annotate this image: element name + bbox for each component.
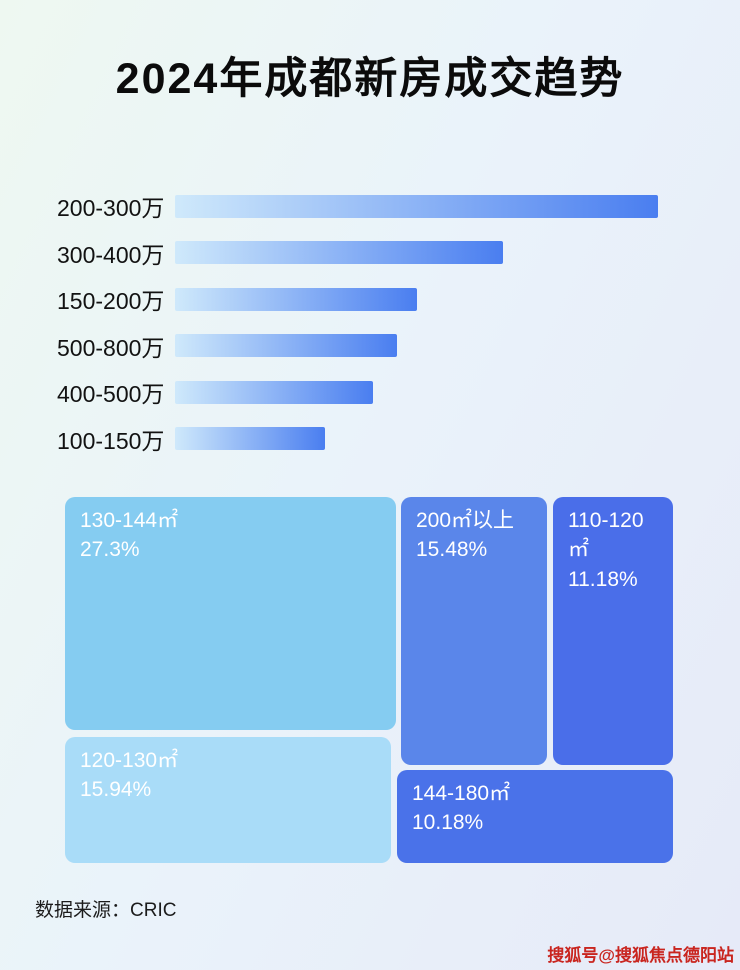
block-pct: 11.18% xyxy=(568,567,638,591)
bar-track xyxy=(175,380,658,404)
bar-row: 150-200万 xyxy=(0,276,740,323)
bar-300-400 xyxy=(175,241,504,265)
block-pct: 15.94% xyxy=(80,778,152,802)
bar-row: 200-300万 xyxy=(0,183,740,230)
bar-row: 300-400万 xyxy=(0,230,740,277)
watermark-label: 搜狐号@搜狐焦点德阳站 xyxy=(547,946,734,965)
data-source-label: 数据来源：CRIC xyxy=(35,900,177,921)
treemap-block-110-120: 110-120㎡ 11.18% xyxy=(553,497,673,765)
block-pct: 27.3% xyxy=(80,538,140,562)
bar-category-label: 500-800万 xyxy=(57,334,165,361)
bar-500-800 xyxy=(175,334,398,358)
bar-category-label: 200-300万 xyxy=(57,195,165,222)
treemap-block-120-130: 120-130㎡ 15.94% xyxy=(65,737,391,863)
block-label: 120-130㎡ xyxy=(80,749,179,772)
block-pct: 15.48% xyxy=(416,538,488,562)
block-label: 200㎡以上 xyxy=(416,509,515,532)
bar-category-label: 300-400万 xyxy=(57,241,165,268)
bar-track xyxy=(175,194,658,218)
bar-100-150 xyxy=(175,427,325,451)
bar-track xyxy=(175,287,658,311)
block-label: 130-144㎡ xyxy=(80,509,179,532)
treemap-block-200-plus: 200㎡以上 15.48% xyxy=(401,497,547,765)
bar-category-label: 100-150万 xyxy=(57,427,165,454)
chart-title: 2024年成都新房成交趋势 xyxy=(115,55,625,103)
bar-row: 400-500万 xyxy=(0,369,740,416)
price-range-bar-chart: 200-300万 300-400万 150-200万 500-800万 400-… xyxy=(0,183,740,462)
bar-row: 500-800万 xyxy=(0,323,740,370)
bar-row: 100-150万 xyxy=(0,416,740,463)
block-label: 110-120㎡ xyxy=(568,509,644,562)
bar-200-300 xyxy=(175,194,658,218)
block-label: 144-180㎡ xyxy=(412,782,511,805)
treemap-block-144-180: 144-180㎡ 10.18% xyxy=(397,770,673,863)
area-size-treemap: 130-144㎡ 27.3% 200㎡以上 15.48% 110-120㎡ 11… xyxy=(65,497,673,863)
bar-150-200 xyxy=(175,287,417,311)
bar-400-500 xyxy=(175,380,374,404)
bar-category-label: 400-500万 xyxy=(57,381,165,408)
bar-category-label: 150-200万 xyxy=(57,288,165,315)
bar-track xyxy=(175,241,658,265)
bar-track xyxy=(175,334,658,358)
bar-track xyxy=(175,427,658,451)
block-pct: 10.18% xyxy=(412,811,484,835)
treemap-block-130-144: 130-144㎡ 27.3% xyxy=(65,497,396,730)
